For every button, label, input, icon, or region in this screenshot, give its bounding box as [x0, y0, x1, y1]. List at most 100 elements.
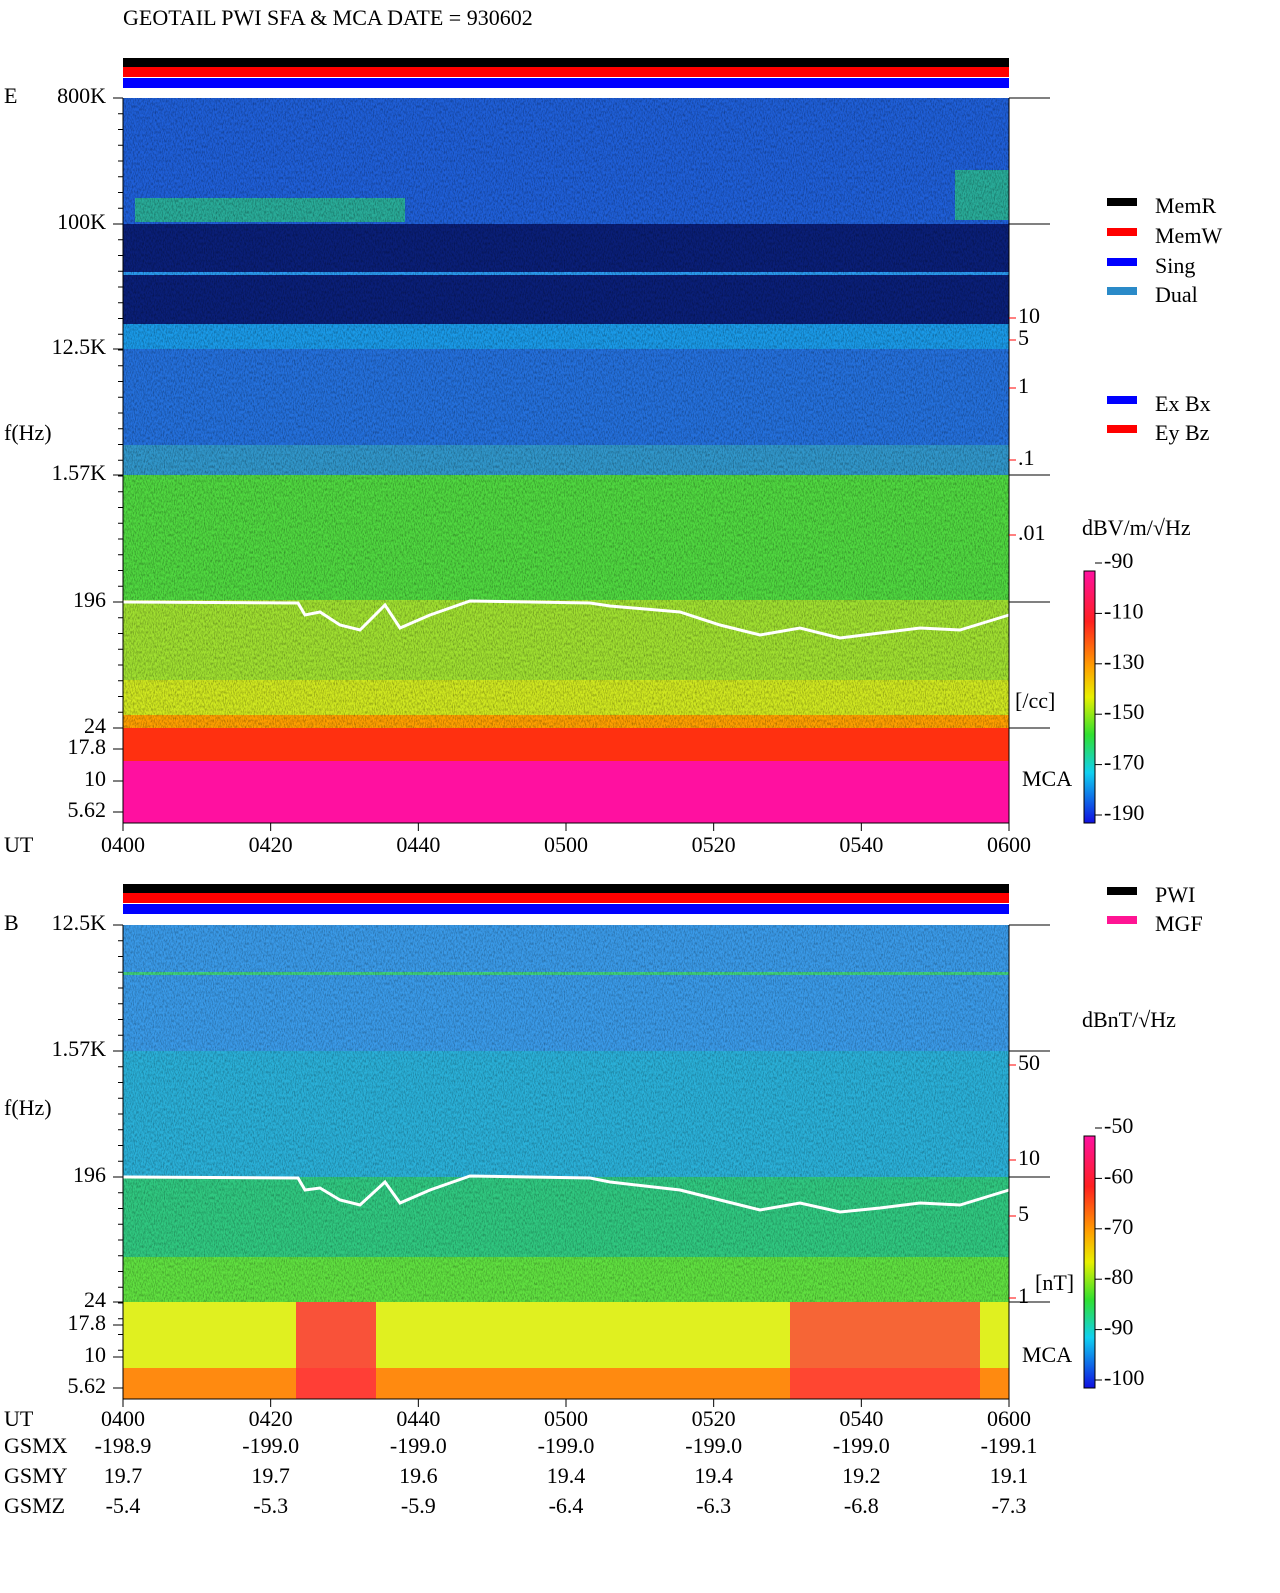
legend-label: Dual: [1155, 282, 1198, 307]
y-tick-label: 12.5K: [52, 334, 107, 359]
colorbar-tick-label: -130: [1104, 649, 1144, 674]
x-tick-label: 0420: [249, 832, 293, 857]
legend-swatch: [1107, 198, 1137, 206]
y-tick-label: 5.62: [68, 797, 107, 822]
y-tick-label: 24: [84, 713, 106, 738]
x-tick-label: 0520: [692, 1406, 736, 1431]
panel-label: B: [4, 910, 19, 935]
orbit-value: -199.0: [538, 1433, 595, 1458]
y-tick-label: 196: [73, 1162, 106, 1187]
right-tick-label: .01: [1018, 520, 1046, 545]
colorbar-tick-label: -190: [1104, 800, 1144, 825]
orbit-value: 19.7: [104, 1463, 143, 1488]
legend-swatch: [1107, 916, 1137, 924]
colorbar-tick-label: -80: [1104, 1264, 1133, 1289]
x-tick-label: 0540: [839, 832, 883, 857]
legend-label: PWI: [1155, 882, 1195, 907]
e-spectrogram: [122, 98, 1010, 823]
orbit-value: -5.3: [253, 1493, 288, 1518]
colorbar: [1083, 1135, 1096, 1389]
x-tick-label: 0400: [101, 1406, 145, 1431]
orbit-label: GSMZ: [4, 1493, 65, 1518]
orbit-value: -7.3: [992, 1493, 1027, 1518]
legend-swatch: [1107, 287, 1137, 295]
title: GEOTAIL PWI SFA & MCA DATE = 930602: [123, 5, 533, 30]
right-tick-label: 5: [1018, 325, 1029, 350]
right-tick-label: 1: [1018, 1283, 1029, 1308]
y-tick-label: 196: [73, 587, 106, 612]
legend-label: MemR: [1155, 193, 1216, 218]
y-tick-label: 800K: [57, 83, 106, 108]
legend-label: Sing: [1155, 253, 1195, 278]
orbit-value: -198.9: [95, 1433, 152, 1458]
colorbar-unit: dBnT/√Hz: [1082, 1007, 1176, 1032]
orbit-value: 19.1: [990, 1463, 1029, 1488]
y-tick-label: 12.5K: [52, 910, 107, 935]
y-tick-label: 10: [84, 1342, 106, 1367]
orbit-value: -199.0: [390, 1433, 447, 1458]
orbit-label: GSMY: [4, 1463, 68, 1488]
legend-swatch: [1107, 258, 1137, 266]
colorbar-tick-label: -60: [1104, 1163, 1133, 1188]
b-spectrogram: [122, 925, 1010, 1399]
x-tick-label: 0440: [396, 1406, 440, 1431]
orbit-value: -6.8: [844, 1493, 879, 1518]
right-tick-label: .1: [1018, 445, 1035, 470]
legend-label: MemW: [1155, 223, 1222, 248]
legend-label: Ex Bx: [1155, 391, 1211, 416]
orbit-value: 19.6: [399, 1463, 438, 1488]
right-tick-label: 1: [1018, 373, 1029, 398]
y-axis-label: f(Hz): [4, 1095, 52, 1120]
x-tick-label: 0400: [101, 832, 145, 857]
orbit-value: -6.3: [696, 1493, 731, 1518]
status-bars: [123, 58, 1009, 914]
right-unit: [nT]: [1035, 1270, 1074, 1295]
mca-label: MCA: [1022, 1342, 1072, 1367]
y-tick-label: 24: [84, 1287, 106, 1312]
colorbar: [1083, 570, 1096, 824]
right-tick-label: 50: [1018, 1050, 1040, 1075]
orbit-value: 19.4: [694, 1463, 733, 1488]
x-tick-label: 0600: [987, 1406, 1031, 1431]
colorbar-unit: dBV/m/√Hz: [1082, 515, 1191, 540]
x-axis-label: UT: [4, 832, 34, 857]
y-tick-label: 1.57K: [52, 460, 107, 485]
colorbar-tick-label: -150: [1104, 699, 1144, 724]
orbit-value: -5.4: [106, 1493, 141, 1518]
x-tick-label: 0520: [692, 832, 736, 857]
orbit-value: -199.0: [685, 1433, 742, 1458]
right-tick-label: 10: [1018, 1145, 1040, 1170]
y-axis-label: f(Hz): [4, 420, 52, 445]
right-tick-label: 5: [1018, 1201, 1029, 1226]
orbit-value: -199.0: [242, 1433, 299, 1458]
orbit-value: 19.2: [842, 1463, 881, 1488]
legend-label: MGF: [1155, 911, 1203, 936]
x-tick-label: 0440: [396, 832, 440, 857]
legend-swatch: [1107, 887, 1137, 895]
x-tick-label: 0600: [987, 832, 1031, 857]
orbit-value: -199.0: [833, 1433, 890, 1458]
x-tick-label: 0540: [839, 1406, 883, 1431]
colorbar-tick-label: -50: [1104, 1113, 1133, 1138]
colorbar-tick-label: -90: [1104, 548, 1133, 573]
y-tick-label: 100K: [57, 209, 106, 234]
orbit-label: GSMX: [4, 1433, 68, 1458]
right-unit: [/cc]: [1015, 688, 1055, 713]
y-tick-label: 17.8: [68, 734, 107, 759]
y-tick-label: 5.62: [68, 1373, 107, 1398]
colorbar-tick-label: -110: [1104, 598, 1144, 623]
y-tick-label: 10: [84, 766, 106, 791]
x-tick-label: 0500: [544, 832, 588, 857]
colorbar-tick-label: -170: [1104, 750, 1144, 775]
x-tick-label: 0500: [544, 1406, 588, 1431]
orbit-value: -5.9: [401, 1493, 436, 1518]
orbit-value: 19.7: [251, 1463, 290, 1488]
legend-swatch: [1107, 425, 1137, 433]
x-axis-label: UT: [4, 1406, 34, 1431]
y-tick-label: 1.57K: [52, 1036, 107, 1061]
orbit-value: -6.4: [549, 1493, 584, 1518]
right-tick-label: 10: [1018, 303, 1040, 328]
x-tick-label: 0420: [249, 1406, 293, 1431]
colorbar-tick-label: -70: [1104, 1214, 1133, 1239]
